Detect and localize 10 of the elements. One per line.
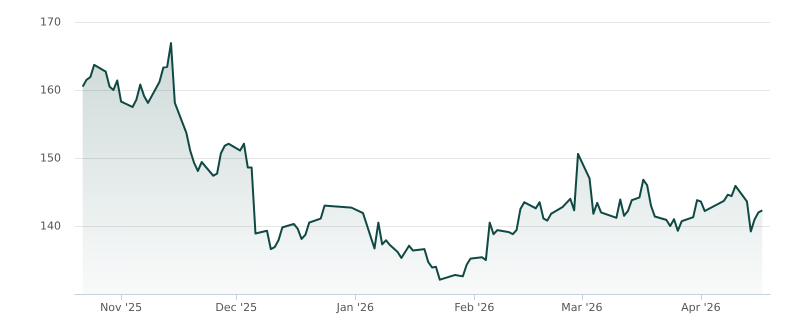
- x-tick-label: Nov '25: [100, 301, 142, 314]
- x-tick-label: Apr '26: [681, 301, 721, 314]
- x-tick-label: Feb '26: [454, 301, 494, 314]
- x-tick-label: Dec '25: [215, 301, 258, 314]
- x-tick-label: Mar '26: [561, 301, 602, 314]
- y-tick-label: 150: [40, 152, 61, 164]
- y-tick-label: 140: [40, 220, 61, 232]
- x-tick-label: Jan '26: [336, 301, 374, 314]
- y-tick-label: 170: [40, 16, 61, 28]
- y-tick-label: 160: [40, 84, 61, 96]
